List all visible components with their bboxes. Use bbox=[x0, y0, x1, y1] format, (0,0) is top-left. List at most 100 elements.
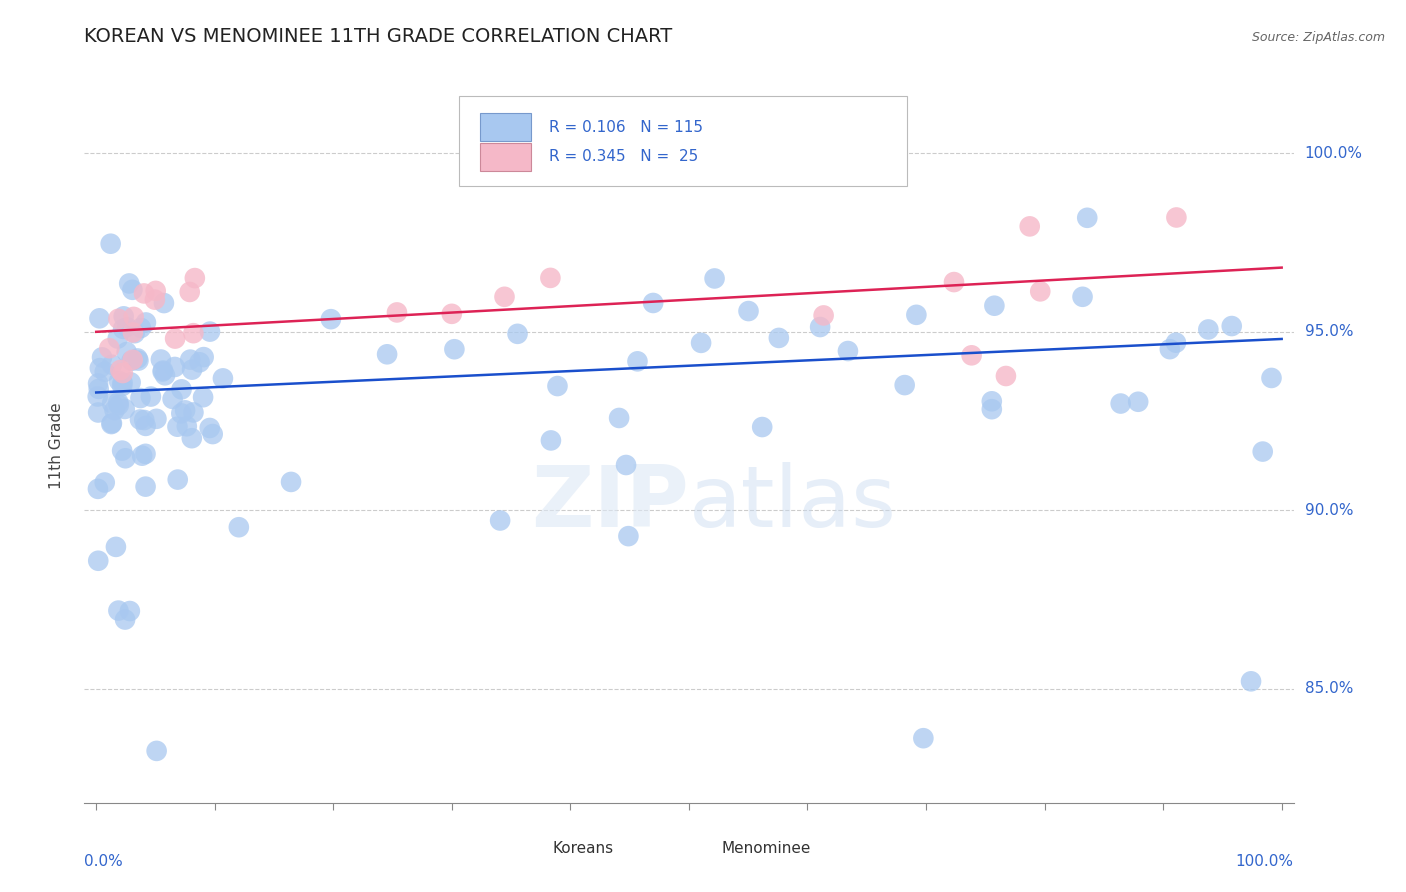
Point bbox=[143, 293, 166, 307]
Point bbox=[980, 402, 1002, 417]
Point bbox=[626, 354, 648, 368]
Point bbox=[89, 361, 111, 376]
Point bbox=[1159, 342, 1181, 356]
FancyBboxPatch shape bbox=[460, 96, 907, 186]
Point bbox=[538, 271, 561, 285]
Point bbox=[101, 358, 124, 372]
Text: ZIP: ZIP bbox=[531, 461, 689, 545]
Point bbox=[768, 331, 790, 345]
Point bbox=[149, 352, 172, 367]
Point bbox=[152, 365, 174, 379]
Point bbox=[100, 236, 122, 251]
Point bbox=[127, 353, 149, 368]
Point bbox=[184, 271, 207, 285]
Point bbox=[153, 296, 176, 310]
Text: 85.0%: 85.0% bbox=[1305, 681, 1353, 696]
Point bbox=[1220, 319, 1243, 334]
Point bbox=[145, 284, 167, 298]
Point bbox=[118, 604, 141, 618]
Point bbox=[166, 419, 188, 434]
Point bbox=[1109, 396, 1132, 410]
Point bbox=[121, 354, 143, 368]
Point bbox=[166, 473, 188, 487]
Point bbox=[198, 421, 221, 435]
Point bbox=[703, 271, 725, 285]
Point bbox=[110, 363, 132, 377]
Point bbox=[193, 350, 215, 364]
Point bbox=[813, 309, 835, 323]
Point bbox=[489, 514, 512, 528]
Point bbox=[1240, 674, 1263, 689]
FancyBboxPatch shape bbox=[479, 144, 530, 170]
Point bbox=[506, 326, 529, 341]
Point bbox=[607, 411, 630, 425]
Point bbox=[122, 310, 145, 324]
Point bbox=[152, 363, 174, 377]
Text: R = 0.106   N = 115: R = 0.106 N = 115 bbox=[548, 120, 703, 135]
Point bbox=[1197, 322, 1219, 336]
Point bbox=[100, 417, 122, 431]
Point bbox=[162, 392, 184, 406]
Point bbox=[129, 391, 152, 405]
Point bbox=[107, 604, 129, 618]
Point bbox=[1071, 290, 1094, 304]
Point bbox=[180, 431, 202, 445]
Point bbox=[87, 376, 110, 391]
Point bbox=[114, 401, 136, 416]
Point bbox=[145, 744, 167, 758]
Text: 95.0%: 95.0% bbox=[1305, 325, 1353, 339]
Point bbox=[1018, 219, 1040, 234]
Point bbox=[131, 449, 153, 463]
Point bbox=[181, 362, 204, 376]
Point bbox=[1029, 285, 1052, 299]
Point bbox=[87, 405, 110, 419]
Point bbox=[107, 332, 129, 346]
Point bbox=[112, 322, 135, 336]
Text: Source: ZipAtlas.com: Source: ZipAtlas.com bbox=[1251, 31, 1385, 45]
Point bbox=[183, 326, 205, 341]
Text: atlas: atlas bbox=[689, 461, 897, 545]
Point bbox=[101, 416, 124, 430]
Point bbox=[494, 290, 516, 304]
Point bbox=[737, 304, 759, 318]
Text: Menominee: Menominee bbox=[721, 841, 811, 856]
Point bbox=[134, 447, 156, 461]
Point bbox=[129, 412, 152, 426]
Point bbox=[118, 277, 141, 291]
Point bbox=[115, 320, 138, 334]
Text: R = 0.345   N =  25: R = 0.345 N = 25 bbox=[548, 150, 697, 164]
Point bbox=[114, 613, 136, 627]
Point bbox=[135, 316, 157, 330]
Point bbox=[375, 347, 398, 361]
Point bbox=[111, 443, 134, 458]
Point bbox=[690, 335, 713, 350]
Point bbox=[87, 482, 110, 496]
Point bbox=[174, 403, 197, 417]
Point bbox=[115, 345, 138, 359]
FancyBboxPatch shape bbox=[683, 838, 717, 860]
Point bbox=[751, 420, 773, 434]
Point bbox=[91, 351, 114, 365]
Point bbox=[905, 308, 928, 322]
Point bbox=[546, 379, 568, 393]
Point bbox=[179, 352, 201, 367]
Point bbox=[111, 366, 134, 380]
Point bbox=[87, 554, 110, 568]
Point bbox=[170, 406, 193, 420]
Point bbox=[983, 299, 1005, 313]
Point bbox=[191, 390, 214, 404]
Point bbox=[1128, 394, 1150, 409]
Point bbox=[170, 382, 193, 396]
Point bbox=[163, 359, 186, 374]
Point bbox=[127, 351, 149, 366]
Point bbox=[201, 427, 224, 442]
Point bbox=[107, 311, 129, 326]
Text: 100.0%: 100.0% bbox=[1305, 146, 1362, 161]
Text: KOREAN VS MENOMINEE 11TH GRADE CORRELATION CHART: KOREAN VS MENOMINEE 11TH GRADE CORRELATI… bbox=[84, 28, 672, 46]
Point bbox=[198, 325, 221, 339]
Point bbox=[179, 285, 201, 299]
Point bbox=[87, 382, 110, 396]
Point bbox=[114, 451, 136, 466]
Point bbox=[139, 390, 162, 404]
Point bbox=[808, 320, 831, 334]
